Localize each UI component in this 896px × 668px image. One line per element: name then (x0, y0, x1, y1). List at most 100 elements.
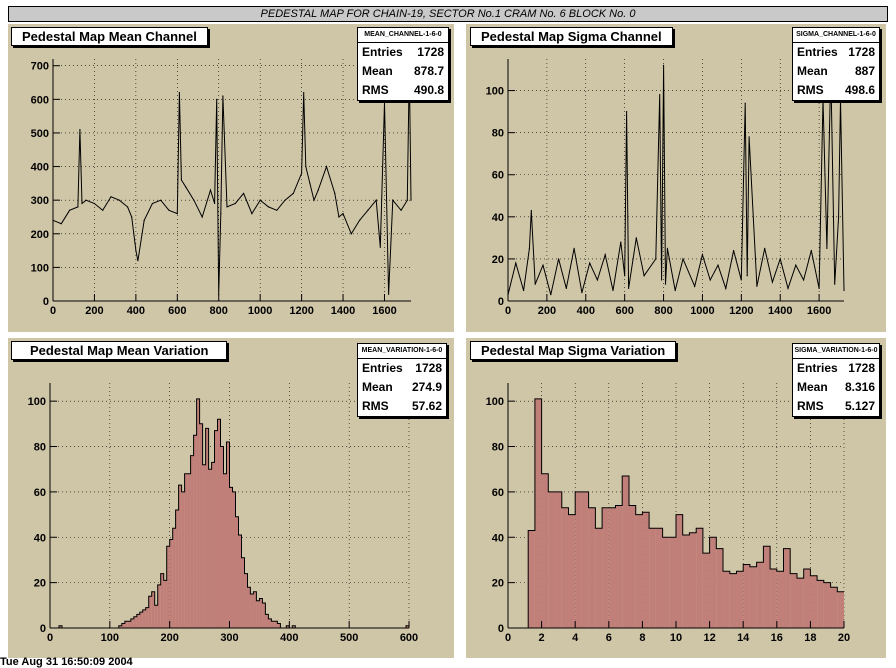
histogram-bar (796, 578, 804, 628)
stats-rms: 490.8 (413, 83, 444, 97)
data-point (305, 165, 307, 168)
data-point (573, 247, 575, 249)
histogram-bar (136, 614, 140, 628)
histogram-bar (277, 623, 281, 628)
chart-title: Pedestal Map Sigma Channel (470, 27, 673, 46)
histogram-bar (181, 491, 185, 628)
histogram-bar (253, 591, 257, 628)
stats-mean: 887 (854, 64, 875, 78)
x-tick-label: 1000 (248, 305, 272, 317)
data-point (626, 111, 628, 113)
histogram-bar (662, 537, 670, 628)
histogram-bar (214, 430, 218, 628)
data-point (557, 258, 560, 260)
data-point (383, 102, 386, 104)
histogram-bar (121, 623, 125, 628)
histogram-bar (151, 591, 155, 628)
histogram-bar (205, 428, 209, 628)
histogram-bar (262, 603, 266, 628)
histogram-bar (175, 510, 179, 628)
histogram-bar (133, 616, 137, 628)
histogram-bar (157, 584, 161, 628)
y-tick-label: 20 (34, 578, 46, 590)
histogram-bar (763, 546, 771, 628)
data-point (787, 287, 789, 289)
data-point (771, 281, 774, 283)
x-tick-label: 14 (737, 632, 750, 644)
chart-title: Pedestal Map Mean Variation (11, 341, 228, 360)
y-tick-label: 300 (31, 195, 49, 207)
histogram-bar (229, 487, 233, 628)
stats-name: SIGMA_VARIATION-1-6-0 (793, 344, 879, 359)
histogram-bar (208, 469, 212, 628)
histogram-bar (184, 473, 188, 628)
data-point (301, 172, 303, 174)
stats-mean: 8.316 (844, 380, 875, 394)
data-point (77, 206, 79, 208)
data-point (317, 189, 319, 191)
x-tick-label: 10 (670, 632, 682, 644)
data-point (243, 192, 245, 195)
mean-channel-pad: 0 200 400 600 800 1000 1200 1400 1600 0 100 200 300 4… (8, 24, 454, 332)
data-point (137, 260, 139, 262)
histogram-bar (669, 537, 676, 628)
data-point (216, 98, 218, 100)
data-point (779, 258, 781, 260)
data-point (406, 199, 408, 201)
series-line (507, 65, 845, 295)
x-tick-label: 2 (539, 632, 545, 644)
histogram-bar (635, 514, 643, 628)
x-tick-label: 800 (654, 305, 672, 317)
histogram-bar (770, 569, 777, 628)
data-point (701, 254, 704, 256)
data-point (589, 262, 591, 264)
y-tick-label: 100 (486, 86, 504, 98)
data-point (176, 213, 178, 215)
data-point (303, 92, 305, 94)
data-point (818, 287, 820, 289)
data-point (746, 275, 748, 277)
histogram-bar (202, 464, 206, 628)
y-tick-label: 100 (28, 396, 46, 408)
data-point (375, 199, 377, 201)
x-tick-label: 500 (340, 632, 358, 644)
stats-entries: 1728 (848, 45, 875, 59)
y-tick-label: 0 (43, 296, 49, 308)
histogram-bar (716, 548, 724, 628)
data-point (522, 289, 525, 292)
y-tick-label: 20 (492, 254, 504, 266)
y-tick-label: 40 (492, 532, 504, 544)
stats-label: RMS (797, 399, 824, 413)
data-point (655, 258, 657, 260)
data-point (400, 209, 402, 211)
data-point (184, 186, 187, 188)
data-point (226, 206, 228, 208)
data-point (209, 189, 212, 191)
histogram-bar (226, 441, 230, 628)
data-point (802, 279, 805, 281)
histogram-outline (508, 398, 844, 629)
histogram-bar (541, 473, 549, 628)
data-point (367, 209, 369, 211)
y-tick-label: 700 (31, 61, 49, 73)
data-point (795, 264, 797, 266)
y-tick-label: 100 (31, 262, 49, 274)
series-line (52, 65, 412, 295)
histogram-bar (220, 446, 224, 628)
histogram-bar (642, 512, 650, 628)
histogram-bar (676, 514, 683, 628)
histogram-bar (193, 435, 197, 628)
histogram-bar (528, 530, 535, 628)
data-point (213, 202, 216, 205)
x-tick-label: 20 (838, 632, 850, 644)
data-point (342, 213, 344, 215)
data-point (810, 249, 812, 252)
histogram-bar (178, 485, 182, 628)
histogram-bar (127, 621, 131, 628)
y-tick-label: 600 (31, 94, 49, 106)
data-point (309, 182, 311, 184)
data-point (659, 94, 661, 96)
histogram-bar (130, 618, 134, 628)
y-tick-label: 40 (34, 532, 46, 544)
data-point (325, 165, 328, 168)
